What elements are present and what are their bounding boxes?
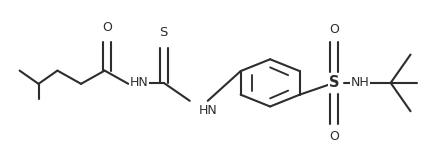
Text: S: S	[329, 75, 339, 90]
Text: O: O	[102, 21, 112, 34]
Text: HN: HN	[198, 104, 217, 117]
Text: NH: NH	[351, 76, 369, 89]
Text: O: O	[329, 23, 339, 35]
Text: S: S	[160, 26, 168, 39]
Text: HN: HN	[129, 76, 148, 89]
Text: O: O	[329, 130, 339, 143]
